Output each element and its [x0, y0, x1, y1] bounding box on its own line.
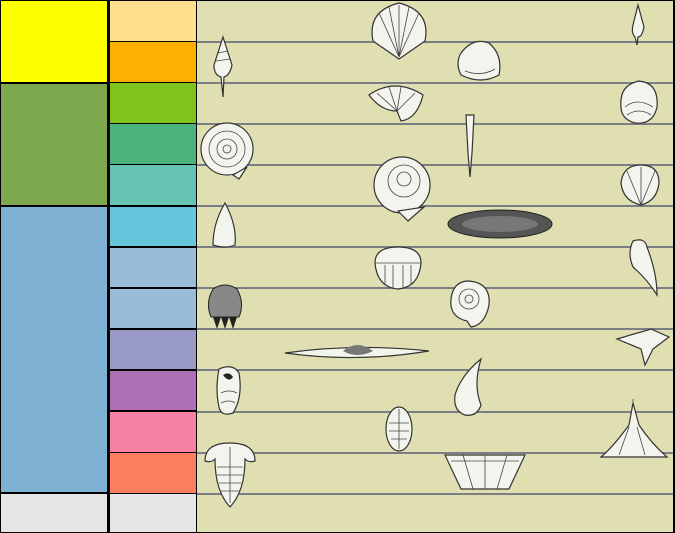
fossil-area — [197, 1, 673, 532]
period-cell — [110, 42, 196, 82]
ammonite-icon — [200, 122, 254, 180]
period-boundary-line — [197, 287, 673, 290]
era-cenozoic — [1, 1, 107, 82]
period-cell — [110, 370, 196, 411]
gastropod-icon — [216, 366, 241, 415]
cystoid-icon — [599, 399, 669, 458]
period-cell — [110, 1, 196, 41]
period-boundary-line — [197, 246, 673, 249]
period-boundary-line — [197, 328, 673, 331]
horn-coral-icon — [629, 239, 658, 298]
era-mesozoic — [1, 84, 107, 205]
period-boundary-line — [197, 205, 673, 207]
period-boundary-line — [197, 122, 673, 125]
period-boundary-line — [197, 492, 673, 495]
spire-shell-icon — [213, 35, 233, 98]
period-boundary-line — [197, 369, 673, 372]
teardrop-shell-icon — [454, 357, 483, 416]
period-cell — [110, 453, 196, 493]
oyster-icon — [620, 80, 658, 124]
era-precambrian — [1, 494, 107, 532]
period-boundary-line — [197, 163, 673, 166]
period-cell — [110, 247, 196, 288]
period-cell — [110, 206, 196, 246]
period-cell — [110, 124, 196, 164]
flat-fossil-icon — [447, 209, 553, 239]
fan-brachiopod-icon — [444, 454, 526, 490]
small-trilobite-icon — [385, 406, 413, 452]
crinoid-icon — [207, 284, 243, 329]
fan-shell-icon — [368, 85, 424, 122]
period-cell — [110, 494, 196, 532]
period-boundary-line — [197, 40, 673, 43]
period-boundary-line — [197, 410, 673, 413]
period-cell — [110, 165, 196, 205]
period-boundary-line — [197, 81, 673, 84]
period-cell — [110, 288, 196, 329]
brachiopod-icon — [620, 164, 660, 206]
snail-icon — [450, 280, 490, 328]
wing-shell-icon — [615, 328, 671, 367]
clam-icon — [457, 40, 501, 81]
whelk-icon — [631, 3, 645, 46]
ribbed-brachiopod-icon — [374, 246, 422, 290]
period-cell — [110, 412, 196, 452]
coiled-ammonite-icon — [373, 156, 431, 222]
trilobite-icon — [204, 442, 256, 508]
era-paleozoic — [1, 207, 107, 492]
period-boundary-line — [197, 451, 673, 454]
belemnite-icon — [465, 114, 475, 178]
period-cell — [110, 329, 196, 370]
spiriferid-icon — [284, 345, 430, 359]
period-cell — [110, 83, 196, 123]
scallop-icon — [371, 2, 427, 60]
cone-shell-icon — [212, 201, 236, 248]
